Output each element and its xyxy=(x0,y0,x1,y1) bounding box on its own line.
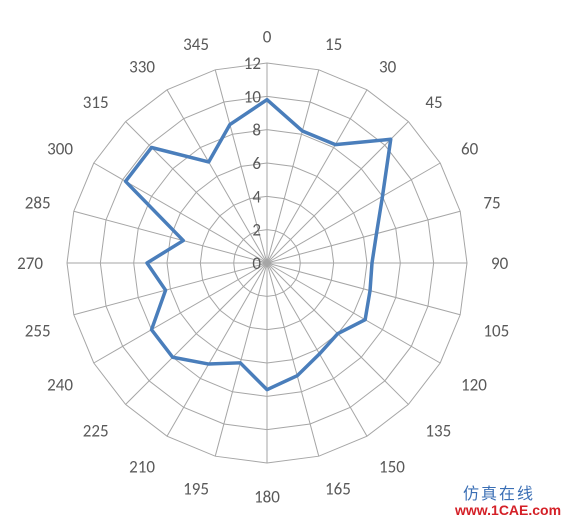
axis-label: 75 xyxy=(483,192,500,213)
axis-label: 255 xyxy=(25,320,51,341)
axis-label: 90 xyxy=(491,253,509,274)
axis-label: 225 xyxy=(83,421,109,442)
radial-tick-label: 2 xyxy=(252,220,261,241)
axis-label: 195 xyxy=(183,479,209,500)
axis-label: 150 xyxy=(379,456,405,477)
axis-label: 60 xyxy=(461,138,479,159)
watermark-url: www.1CAE.com xyxy=(455,502,561,518)
axis-label: 105 xyxy=(483,320,509,341)
axis-label: 0 xyxy=(263,26,272,47)
axis-label: 120 xyxy=(461,374,487,395)
axis-label: 285 xyxy=(25,192,51,213)
axis-label: 165 xyxy=(325,479,351,500)
axis-label: 240 xyxy=(47,374,73,395)
radial-tick-label: 0 xyxy=(252,253,261,274)
axis-label: 330 xyxy=(129,56,155,77)
axis-label: 315 xyxy=(83,92,109,113)
radial-tick-label: 12 xyxy=(244,53,261,74)
axis-label: 15 xyxy=(325,34,342,55)
axis-label: 135 xyxy=(425,421,451,442)
watermark-cn: 仿真在线 xyxy=(463,480,535,504)
axis-label: 345 xyxy=(183,34,209,55)
radial-tick-label: 8 xyxy=(252,120,261,141)
axis-label: 180 xyxy=(254,486,280,507)
axis-label: 270 xyxy=(17,253,43,274)
axis-label: 45 xyxy=(425,92,442,113)
radial-tick-label: 6 xyxy=(252,153,261,174)
radial-tick-label: 10 xyxy=(244,86,262,107)
radial-tick-label: 4 xyxy=(252,186,261,207)
radar-chart: 0153045607590105120135150165180195210225… xyxy=(0,0,563,527)
axis-label: 300 xyxy=(47,138,73,159)
axis-label: 30 xyxy=(379,56,397,77)
axis-label: 210 xyxy=(129,456,155,477)
